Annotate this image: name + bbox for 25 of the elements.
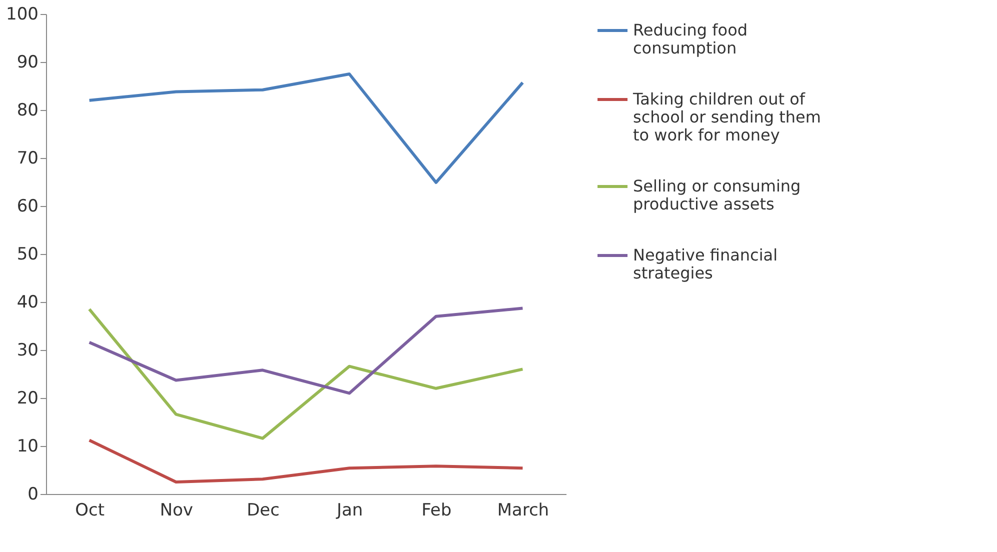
line-series — [88, 72, 524, 184]
y-tick-label: 90 — [16, 52, 38, 72]
y-tick-label: 100 — [6, 4, 38, 24]
y-tick-label: 40 — [16, 292, 38, 312]
y-tick-label: 0 — [28, 484, 38, 504]
y-tick-label: 10 — [16, 436, 38, 456]
y-tick-label: 80 — [16, 100, 38, 120]
line-series — [88, 308, 524, 440]
y-tick-label: 70 — [16, 148, 38, 168]
x-tick-label: Nov — [160, 500, 194, 520]
x-tick-label: March — [497, 500, 550, 520]
x-tick-label: Dec — [246, 500, 280, 520]
legend-label: Reducing food consumption — [633, 20, 748, 58]
x-tick-label: Oct — [75, 500, 105, 520]
y-tick-label: 20 — [16, 388, 38, 408]
line-series — [88, 306, 524, 395]
y-tick-label: 30 — [16, 340, 38, 360]
line-series — [88, 438, 524, 484]
legend-label: Selling or consuming productive assets — [633, 176, 801, 214]
y-tick-label: 50 — [16, 244, 38, 264]
x-tick-label: Jan — [336, 500, 363, 520]
legend-label: Taking children out of school or sending them to work for money — [632, 90, 821, 144]
x-tick-label: Feb — [421, 500, 452, 520]
legend-label: Negative financial strategies — [633, 246, 778, 282]
y-tick-label: 60 — [16, 196, 38, 216]
